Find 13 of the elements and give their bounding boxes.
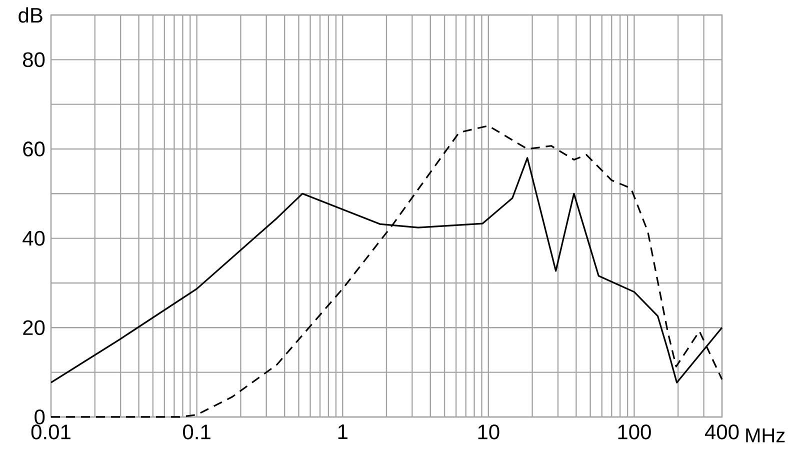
y-tick-label: 40 [22, 230, 45, 246]
y-tick-label: 60 [23, 142, 45, 156]
y-axis-title: dB [18, 7, 42, 23]
x-tick-label: 0.01 [31, 424, 70, 440]
x-tick-label: 10 [478, 424, 500, 440]
y-tick-label: 80 [23, 52, 45, 68]
x-tick-label: 100 [618, 424, 651, 440]
y-tick-label: 0 [34, 410, 45, 424]
x-tick-label: 400 [704, 424, 739, 440]
x-tick-label: 0.1 [183, 424, 210, 440]
x-tick-label: 1 [338, 424, 348, 439]
y-tick-label: 20 [23, 320, 45, 336]
x-axis-title: MHz [746, 428, 785, 442]
